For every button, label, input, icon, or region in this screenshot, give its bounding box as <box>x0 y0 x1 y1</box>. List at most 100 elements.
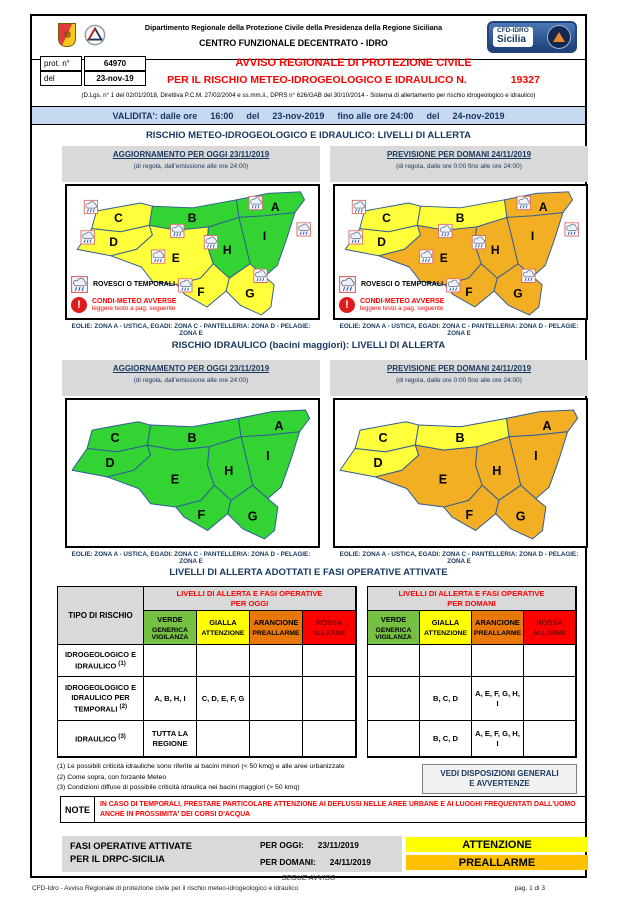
rain-legend-icon <box>339 276 356 293</box>
table-cell <box>368 677 420 721</box>
svg-text:I: I <box>534 449 537 463</box>
svg-text:B: B <box>455 431 464 445</box>
svg-text:A: A <box>539 200 548 214</box>
svg-text:G: G <box>516 509 526 523</box>
cfd-badge-line2: Sicilia <box>497 34 526 46</box>
allerta-table-title: LIVELLI DI ALLERTA ADOTTATI E FASI OPERA… <box>169 567 448 578</box>
page-footer: CFD-Idro - Avviso Regionale di protezion… <box>32 885 545 892</box>
svg-text:F: F <box>466 508 474 522</box>
table-cell <box>250 721 303 757</box>
header-band: Dipartimento Regionale della Protezione … <box>32 16 585 60</box>
table-cell <box>303 677 356 721</box>
zones-caption: EOLIE: ZONA A - USTICA, EGADI: ZONA C - … <box>339 551 579 565</box>
validity-time-from: 16:00 <box>210 110 234 121</box>
risk-type-header: TIPO DI RISCHIO <box>58 587 144 645</box>
svg-text:H: H <box>491 243 500 257</box>
alert-exclamation-icon: ! <box>339 297 355 313</box>
table-cell: C, D, E, F, G <box>197 677 250 721</box>
table-cell <box>472 645 524 677</box>
svg-text:B: B <box>456 211 465 225</box>
vedi-disposizioni-button[interactable]: VEDI DISPOSIZIONI GENERALI E AVVERTENZE <box>422 764 577 794</box>
level-header-verde: VERDE GENERICA VIGILANZA <box>368 611 420 645</box>
avviso-title-line1: AVVISO REGIONALE DI PROTEZIONE CIVILE <box>235 57 472 69</box>
svg-text:E: E <box>171 473 179 487</box>
svg-text:A: A <box>271 200 280 214</box>
svg-text:I: I <box>263 229 266 243</box>
table-cell <box>524 645 576 677</box>
table-cell <box>524 677 576 721</box>
section-idraulico-title: RISCHIO IDRAULICO (bacini maggiori): LIV… <box>171 340 446 351</box>
table-cell: A, E, F, G, H, I <box>472 677 524 721</box>
svg-text:H: H <box>223 243 232 257</box>
allerta-table-today: TIPO DI RISCHIO LIVELLI DI ALLERTA E FAS… <box>57 586 357 758</box>
zones-caption: EOLIE: ZONA A - USTICA, EGADI: ZONA C - … <box>339 323 579 337</box>
svg-text:D: D <box>377 235 386 249</box>
map-idraulico-today: A B C D E F G H I <box>65 398 320 548</box>
table-cell: A, E, F, G, H, I <box>472 721 524 757</box>
alert-exclamation-icon: ! <box>71 297 87 313</box>
svg-text:G: G <box>248 509 258 523</box>
footnotes: (1) Le possibili criticità idrauliche so… <box>57 763 345 792</box>
table-cell <box>250 645 303 677</box>
table-cell <box>303 721 356 757</box>
table-cell <box>197 645 250 677</box>
avviso-number: 19327 <box>510 74 540 86</box>
svg-text:I: I <box>531 229 534 243</box>
table-cell <box>524 721 576 757</box>
rain-legend-icon <box>71 276 88 293</box>
map-meteo-today: A B C D E F G H I ROVESCI O TEMPO <box>65 184 320 320</box>
zone-labels: A B C D E F G H I <box>109 200 280 300</box>
date-label: del <box>40 71 82 86</box>
level-header-gialla: GIALLA ATTENZIONE <box>197 611 250 645</box>
tomorrow-group-header: LIVELLI DI ALLERTA E FASI OPERATIVE PER … <box>368 587 576 611</box>
table-cell <box>368 721 420 757</box>
department-line: Dipartimento Regionale della Protezione … <box>144 23 443 32</box>
svg-text:F: F <box>465 285 472 299</box>
svg-text:D: D <box>105 456 114 470</box>
validity-date-from: 23-nov-2019 <box>272 110 325 121</box>
zone-labels: A B C D E F G H I <box>105 419 283 523</box>
idraulico-tomorrow-header: PREVISIONE PER DOMANI 24/11/2019 (di reg… <box>330 360 588 396</box>
section-meteo-title: RISCHIO METEO-IDROGEOLOGICO E IDRAULICO:… <box>145 130 472 141</box>
validity-bar: VALIDITA': dalle ore 16:00 del 23-nov-20… <box>32 106 585 125</box>
meteo-today-header: AGGIORNAMENTO PER OGGI 23/11/2019 (di re… <box>62 146 320 182</box>
date-value: 23-nov-19 <box>84 71 146 86</box>
table-cell <box>368 645 420 677</box>
footer-left: CFD-Idro - Avviso Regionale di protezion… <box>32 885 299 892</box>
meteo-tomorrow-header: PREVISIONE PER DOMANI 24/11/2019 (di reg… <box>330 146 588 182</box>
map-meteo-tomorrow: A B C D E F G H I ROVESCI O TEMPO <box>333 184 588 320</box>
fasi-operative-block: FASI OPERATIVE ATTIVATE PER IL DRPC-SICI… <box>62 836 588 872</box>
table-cell: TUTTA LA REGIONE <box>144 721 197 757</box>
risk-row-label: IDROGEOLOGICO E IDRAULICO PER TEMPORALI … <box>58 677 144 721</box>
svg-text:I: I <box>266 449 269 463</box>
level-header-arancione: ARANCIONE PREALLARME <box>472 611 524 645</box>
svg-text:E: E <box>440 251 448 265</box>
today-group-header: LIVELLI DI ALLERTA E FASI OPERATIVE PER … <box>144 587 356 611</box>
svg-text:G: G <box>245 286 254 300</box>
protocol-table: prot. n° 64970 del 23-nov-19 <box>40 56 148 86</box>
sicily-zones <box>339 409 579 540</box>
allerta-table-tomorrow: LIVELLI DI ALLERTA E FASI OPERATIVE PER … <box>367 586 577 758</box>
level-header-gialla: GIALLA ATTENZIONE <box>420 611 472 645</box>
svg-text:C: C <box>111 431 120 445</box>
fasi-label: FASI OPERATIVE ATTIVATE PER IL DRPC-SICI… <box>70 841 192 865</box>
fasi-tomorrow-label: PER DOMANI: <box>260 857 316 867</box>
fasi-today-date: 23/11/2019 <box>317 840 359 850</box>
table-cell <box>250 677 303 721</box>
table-cell <box>144 645 197 677</box>
cfd-triangle-icon <box>547 25 571 49</box>
svg-text:C: C <box>382 211 391 225</box>
protezione-civile-icon <box>84 24 106 46</box>
sicily-zones <box>71 409 311 540</box>
svg-text:B: B <box>188 211 197 225</box>
sicily-coat-of-arms-icon <box>58 23 76 47</box>
risk-row-label: IDRAULICO (3) <box>58 721 144 757</box>
level-header-verde: VERDE GENERICA VIGILANZA <box>144 611 197 645</box>
validity-date-to: 24-nov-2019 <box>452 110 505 121</box>
prot-label: prot. n° <box>40 56 82 71</box>
segue-avviso: SEGUE AVVISO <box>281 873 336 882</box>
level-header-rossa: ROSSA ALLARME <box>524 611 576 645</box>
level-header-arancione: ARANCIONE PREALLARME <box>250 611 303 645</box>
table-cell: A, B, H, I <box>144 677 197 721</box>
fasi-today-label: PER OGGI: <box>260 840 304 850</box>
